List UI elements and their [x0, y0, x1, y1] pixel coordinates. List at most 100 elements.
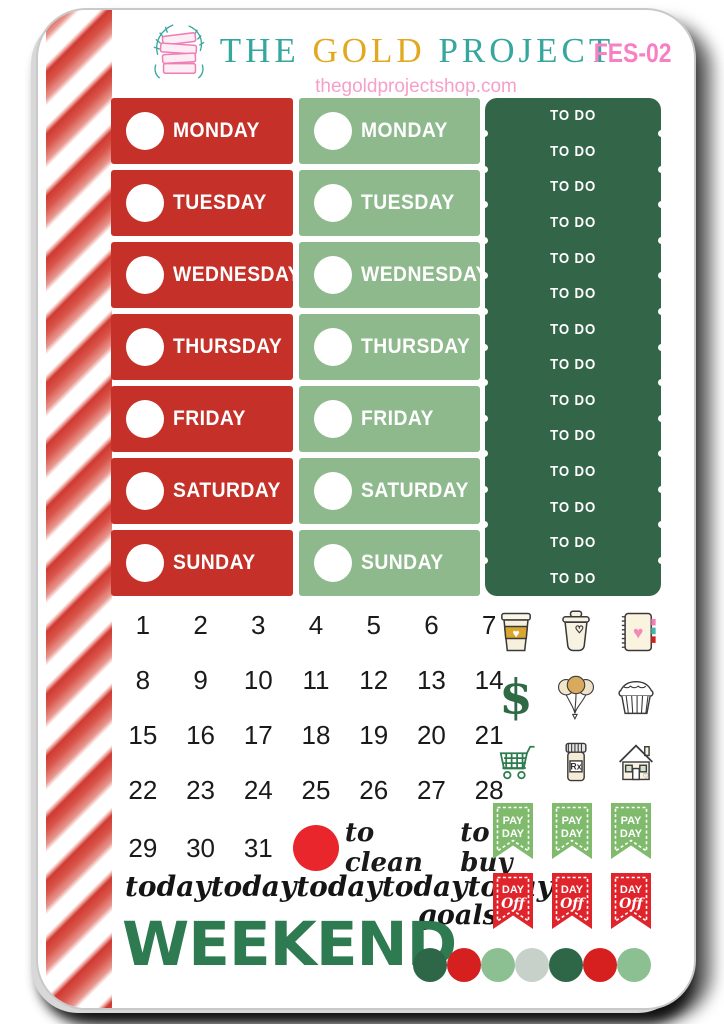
day-circle	[126, 184, 164, 222]
today-label: today	[210, 870, 297, 903]
sticker-notch	[481, 485, 488, 493]
svg-text:DAY: DAY	[561, 884, 584, 896]
color-dot-1	[413, 948, 447, 982]
svg-text:♡: ♡	[642, 771, 649, 780]
coffee-cup-icon: ♥	[486, 599, 546, 664]
todo-label: TO DO	[550, 427, 596, 445]
svg-text:DAY: DAY	[502, 884, 525, 896]
sticker-notch	[481, 414, 488, 422]
color-dot-6	[583, 948, 617, 982]
date-30: 30	[186, 832, 216, 863]
date-15: 15	[128, 720, 158, 750]
sticker-notch	[481, 521, 488, 529]
day-sticker-red-sunday: SUNDAY	[111, 530, 293, 596]
sticker-notch	[658, 556, 665, 564]
red-circle-sticker	[292, 825, 339, 871]
todo-label: TO DO	[550, 463, 596, 481]
dot-sticker-row	[413, 948, 651, 982]
day-sticker-red-wednesday: WEDNESDAY	[111, 242, 301, 308]
sticker-notch	[658, 521, 665, 529]
icon-sticker-grid: ♥ ♡ ♥ $ Rx ♡	[486, 599, 666, 794]
books-logo-icon	[153, 24, 205, 79]
day-label: WEDNESDAY	[173, 263, 301, 286]
today-label: today	[381, 870, 468, 903]
date-number-grid: 1 2 3 4 5 6 7 8 9 10 11 12 13 14 15 16 17 18 19 20 21 22 23 24 2…	[114, 598, 518, 818]
day-sticker-green-thursday: THURSDAY	[299, 314, 480, 380]
day-sticker-red-friday: FRIDAY	[111, 386, 293, 452]
day-label: FRIDAY	[361, 407, 434, 430]
todo-sticker: TO DO	[485, 311, 661, 347]
todo-sticker: TO DO	[485, 169, 661, 205]
day-circle	[126, 256, 164, 294]
todo-sticker: TO DO	[485, 98, 661, 134]
day-label: SUNDAY	[173, 551, 256, 574]
todo-column: TO DO TO DO TO DO TO DO TO DO TO DO TO DO TO DO…	[481, 98, 665, 596]
dayoff-flag-row: DAY Off DAY Off DAY Off	[492, 872, 652, 930]
day-circle	[314, 544, 352, 582]
brand-word-project: PROJECT	[438, 31, 615, 70]
svg-text:$: $	[499, 673, 532, 721]
weekend-sticker: WEEKEND	[122, 909, 457, 980]
date-7: 7	[481, 610, 497, 640]
todo-label: TO DO	[550, 569, 596, 587]
date-25: 25	[301, 775, 331, 805]
todo-label: TO DO	[550, 498, 596, 516]
todo-sticker: TO DO	[485, 383, 661, 419]
sticker-notch	[481, 343, 488, 351]
brand-word-the: THE	[219, 31, 300, 70]
rx-bottle-icon: Rx	[546, 729, 606, 794]
day-sticker-green-sunday: SUNDAY	[299, 530, 480, 596]
todo-sticker: TO DO	[485, 134, 661, 170]
day-sticker-red-thursday: THURSDAY	[111, 314, 293, 380]
date-31: 31	[243, 832, 273, 863]
day-label: SATURDAY	[173, 479, 281, 502]
day-sticker-red-saturday: SATURDAY	[111, 458, 293, 524]
svg-text:♥: ♥	[512, 626, 519, 640]
date-10: 10	[243, 665, 273, 695]
notebook-icon: ♥	[606, 599, 666, 664]
date-20: 20	[416, 720, 446, 750]
brand-title: THE GOLD PROJECT	[220, 31, 615, 71]
sticker-notch	[658, 307, 665, 315]
sticker-notch	[481, 130, 488, 138]
red-circle-sticker-cell	[287, 818, 345, 878]
date-26: 26	[359, 775, 389, 805]
todo-label: TO DO	[550, 285, 596, 303]
sticker-notch	[658, 165, 665, 173]
balloons-icon	[546, 664, 606, 729]
day-circle	[314, 400, 352, 438]
todo-label: TO DO	[550, 320, 596, 338]
color-dot-2	[447, 948, 481, 982]
todo-label: TO DO	[550, 356, 596, 374]
color-dot-5	[549, 948, 583, 982]
date-22: 22	[128, 775, 158, 805]
svg-text:DAY: DAY	[620, 828, 643, 840]
day-circle	[126, 472, 164, 510]
svg-text:♥: ♥	[633, 622, 643, 642]
day-label: WEDNESDAY	[361, 263, 489, 286]
sticker-notch	[658, 414, 665, 422]
day-sticker-green-wednesday: WEDNESDAY	[299, 242, 489, 308]
day-sticker-red-monday: MONDAY	[111, 98, 293, 164]
day-label: SUNDAY	[361, 551, 444, 574]
sticker-notch	[658, 450, 665, 458]
todo-label: TO DO	[550, 534, 596, 552]
todo-sticker: TO DO	[485, 454, 661, 490]
day-circle	[126, 328, 164, 366]
to-clean-label: to clean	[344, 818, 423, 878]
sticker-notch	[481, 450, 488, 458]
shopping-cart-icon	[486, 729, 546, 794]
color-dot-4	[515, 948, 549, 982]
sticker-sheet: THE GOLD PROJECT thegoldprojectshop.com …	[36, 8, 696, 1010]
day-sticker-red-tuesday: TUESDAY	[111, 170, 293, 236]
todo-label: TO DO	[550, 249, 596, 267]
date-2: 2	[193, 610, 208, 640]
sticker-notch	[658, 343, 665, 351]
date-19: 19	[359, 720, 389, 750]
day-circle	[314, 184, 352, 222]
date-23: 23	[186, 775, 216, 805]
day-circle	[314, 112, 352, 150]
date-9: 9	[193, 665, 208, 695]
todo-sticker: TO DO	[485, 347, 661, 383]
